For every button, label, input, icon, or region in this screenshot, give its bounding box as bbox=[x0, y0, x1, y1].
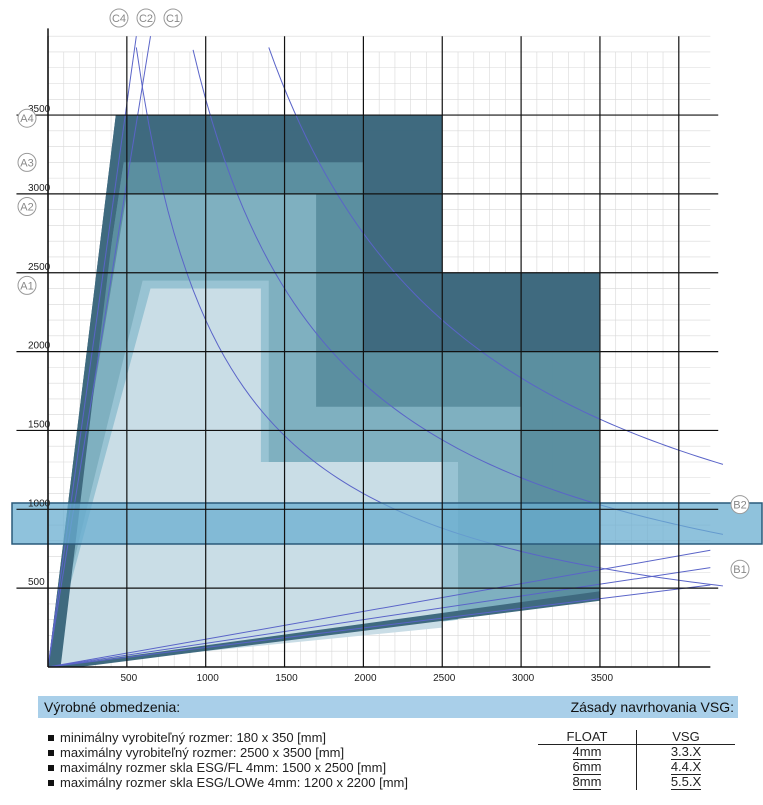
x-tick-label: 500 bbox=[121, 673, 138, 684]
vsg-design-heading: Zásady navrhovania VSG: bbox=[570, 699, 734, 715]
constraint-item: minimálny vyrobiteľný rozmer: 180 x 350 … bbox=[48, 730, 408, 745]
label-top-circle bbox=[163, 8, 183, 28]
x-tick-label: 1500 bbox=[275, 673, 298, 684]
table-header-float: FLOAT bbox=[538, 730, 637, 745]
label-top: C1 bbox=[166, 13, 180, 25]
label-right-circle bbox=[730, 495, 750, 515]
table-cell: 8mm bbox=[572, 774, 602, 790]
constraint-item: maximálny vyrobiteľný rozmer: 2500 x 350… bbox=[48, 745, 408, 760]
label-right: B1 bbox=[733, 564, 746, 576]
label-right: B2 bbox=[733, 500, 746, 512]
table-row: 6mm 4.4.X bbox=[538, 760, 735, 775]
label-left-circle bbox=[17, 197, 37, 217]
y-tick-label: 1000 bbox=[28, 498, 51, 509]
bullet-icon bbox=[48, 779, 54, 786]
x-tick-label: 3000 bbox=[512, 673, 535, 684]
x-tick-label: 1000 bbox=[197, 673, 220, 684]
x-tick-label: 3500 bbox=[591, 673, 614, 684]
label-top: C2 bbox=[139, 13, 153, 25]
y-tick-label: 3500 bbox=[28, 104, 51, 115]
table-row: 4mm 3.3.X bbox=[538, 744, 735, 760]
curve-c3 bbox=[268, 47, 724, 465]
y-tick-label: 1500 bbox=[28, 419, 51, 430]
bullet-icon bbox=[48, 734, 54, 741]
label-top-circle bbox=[136, 8, 156, 28]
label-left: A1 bbox=[20, 280, 33, 292]
label-top-circle bbox=[109, 8, 129, 28]
edge-bottom bbox=[48, 591, 600, 667]
table-header-row: FLOAT VSG bbox=[538, 730, 735, 745]
table-cell: 4.4.X bbox=[670, 759, 702, 775]
table-header-vsg: VSG bbox=[636, 730, 735, 745]
y-tick-label: 3000 bbox=[28, 183, 51, 194]
table-cell: 5.5.X bbox=[670, 774, 702, 790]
label-left-circle bbox=[17, 275, 37, 295]
region-lightest bbox=[48, 288, 443, 667]
footer-bar: Výrobné obmedzenia: Zásady navrhovania V… bbox=[38, 696, 738, 718]
y-tick-label: 2500 bbox=[28, 262, 51, 273]
label-top: C4 bbox=[112, 13, 126, 25]
glass-size-diagram: 500 1000 1500 2000 2500 3000 3500 500 1000 1500 20… bbox=[11, 8, 763, 684]
bullet-icon bbox=[48, 749, 54, 756]
table-cell: 3.3.X bbox=[670, 744, 702, 760]
vsg-table: FLOAT VSG 4mm 3.3.X 6mm 4.4.X 8mm 5.5.X bbox=[538, 730, 735, 790]
label-left: A3 bbox=[20, 157, 33, 169]
bullet-icon bbox=[48, 764, 54, 771]
label-right-circle bbox=[730, 559, 750, 579]
label-left: A4 bbox=[20, 113, 33, 125]
x-tick-label: 2000 bbox=[354, 673, 377, 684]
table-cell: 6mm bbox=[572, 759, 602, 775]
label-left: A2 bbox=[20, 202, 33, 214]
constraints-list: minimálny vyrobiteľný rozmer: 180 x 350 … bbox=[48, 730, 408, 790]
x-tick-label: 2500 bbox=[433, 673, 456, 684]
label-left-circle bbox=[17, 108, 37, 128]
constraint-item: maximálny rozmer skla ESG/FL 4mm: 1500 x… bbox=[48, 760, 408, 775]
table-row: 8mm 5.5.X bbox=[538, 775, 735, 790]
table-cell: 4mm bbox=[572, 744, 602, 760]
y-tick-label: 500 bbox=[28, 577, 45, 588]
production-limits-heading: Výrobné obmedzenia: bbox=[44, 699, 181, 715]
y-tick-label: 2000 bbox=[28, 341, 51, 352]
constraint-item: maximálny rozmer skla ESG/LOWe 4mm: 1200… bbox=[48, 775, 408, 790]
label-left-circle bbox=[17, 152, 37, 172]
